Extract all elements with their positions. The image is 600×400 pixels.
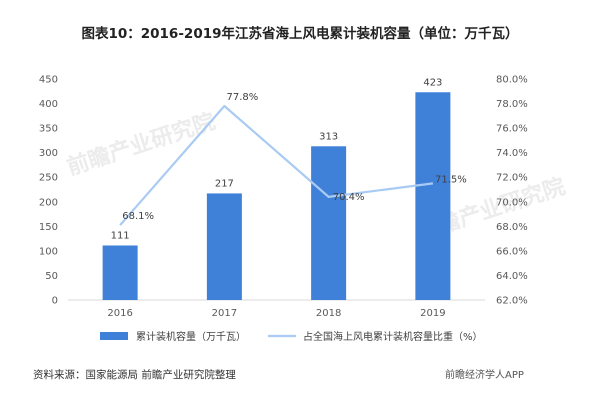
bar-value-label: 111 <box>111 230 130 241</box>
y-left-tick-label: 450 <box>39 75 58 86</box>
source-note: 资料来源：国家能源局 前瞻产业研究院整理 <box>33 369 236 381</box>
y-right-tick-label: 76.0% <box>496 124 528 135</box>
y-right-tick-label: 74.0% <box>496 148 528 159</box>
line-value-label: 70.4% <box>333 192 365 203</box>
bar-value-label: 313 <box>319 131 338 142</box>
bar <box>311 146 347 300</box>
bar <box>102 245 138 300</box>
legend-bar-label: 累计装机容量（万千瓦） <box>136 330 246 343</box>
y-right-tick-label: 70.0% <box>496 197 528 208</box>
x-tick-label: 2018 <box>316 308 341 319</box>
line-value-label: 68.1% <box>122 211 154 222</box>
y-left-tick-label: 400 <box>39 99 58 110</box>
y-left-tick-label: 0 <box>52 296 58 307</box>
brand-logo: 前瞻经济学人APP <box>445 370 524 381</box>
y-right-tick-label: 68.0% <box>496 222 528 233</box>
legend-bar-swatch <box>100 332 128 340</box>
y-left-tick-label: 150 <box>39 222 58 233</box>
y-right-tick-label: 64.0% <box>496 271 528 282</box>
x-tick-label: 2016 <box>107 308 132 319</box>
y-right-tick-label: 62.0% <box>496 296 528 307</box>
y-left-tick-label: 350 <box>39 124 58 135</box>
line-series <box>119 104 434 226</box>
x-tick-label: 2019 <box>420 308 445 319</box>
y-left-tick-label: 300 <box>39 148 58 159</box>
y-right-tick-label: 66.0% <box>496 246 528 257</box>
bar <box>415 92 451 300</box>
line-value-label: 71.5% <box>435 174 467 185</box>
y-right-tick-label: 72.0% <box>496 173 528 184</box>
watermark-text: 前瞻产业研究院 <box>64 108 219 180</box>
legend-line-label: 占全国海上风电累计装机容量比重（%） <box>303 330 483 343</box>
chart-title: 图表10：2016-2019年江苏省海上风电累计装机容量（单位：万千瓦） <box>81 26 519 42</box>
y-left-tick-label: 100 <box>39 246 58 257</box>
line-value-label: 77.8% <box>226 92 258 103</box>
bar-value-label: 217 <box>215 178 234 189</box>
bar <box>206 193 242 300</box>
y-right-tick-label: 80.0% <box>496 75 528 86</box>
y-right-tick-label: 78.0% <box>496 99 528 110</box>
x-tick-label: 2017 <box>212 308 237 319</box>
y-left-tick-label: 50 <box>45 271 58 282</box>
bar-value-label: 423 <box>423 77 442 88</box>
y-left-tick-label: 250 <box>39 173 58 184</box>
y-left-tick-label: 200 <box>39 197 58 208</box>
